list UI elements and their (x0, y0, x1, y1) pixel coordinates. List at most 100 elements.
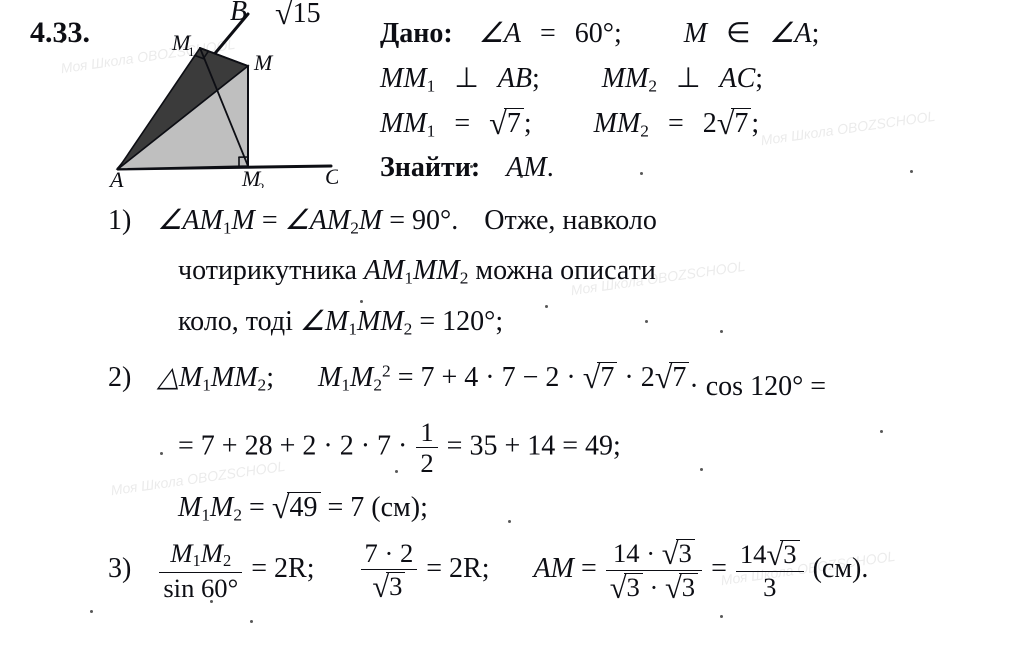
svg-text:C: C (325, 164, 338, 188)
s1-ang-b-m: M (359, 205, 382, 236)
angle-a-rhs: 60° (575, 18, 614, 49)
s2-line2b: = 35 + 14 = 49; (447, 430, 621, 461)
given-block: Дано: ∠A = 60°; M ∈ ∠A; MM1 ⊥ AB; MM2 ⊥ … (380, 12, 970, 191)
s1-ang-b-sub: 2 (350, 218, 359, 237)
mm1-lhs: MM (380, 108, 427, 139)
s3f1-num-sub2: 2 (223, 551, 231, 570)
s1-line2b: можна описати (475, 255, 655, 286)
s2-tri-sub2: 2 (258, 376, 267, 395)
s3-frac4: 14√3 3 (736, 540, 804, 601)
speck (700, 468, 703, 471)
angle-a-eq: = (540, 18, 556, 49)
s3-frac1: M1M2 sin 60° (159, 540, 242, 601)
speck (720, 330, 723, 333)
s1-ang-b: ∠AM (285, 205, 351, 236)
s2-lhs-b: M (350, 362, 373, 393)
s1-ang-a-sub: 1 (223, 218, 232, 237)
s2l3-eq: = (249, 492, 272, 523)
s3-frac2: 7 · 2 √3 (361, 540, 418, 601)
s2l3-rad: 49 (287, 492, 321, 522)
speck (520, 175, 523, 178)
s2-midmul: · 2 (624, 362, 654, 393)
s1-ang-a: ∠AM (157, 205, 223, 236)
speck (545, 305, 548, 308)
s1-line2a: чотирикутника (178, 255, 364, 286)
perp2-lhs: MM (602, 63, 649, 94)
label-dano: Дано: (380, 18, 453, 49)
svg-text:A: A (108, 167, 124, 188)
mm2-eq: = (668, 108, 684, 139)
s3-am: AM (534, 553, 574, 584)
given-line-1: Дано: ∠A = 60°; M ∈ ∠A; (380, 12, 970, 57)
mm2-sub: 2 (640, 121, 649, 140)
s2l3-tail: = 7 (см); (328, 492, 428, 523)
s3f1-num-b: M (201, 538, 223, 568)
s1-ang120-sub2: 2 (404, 319, 413, 338)
step2-line1: 2) △M1MM2; M1M22 = 7 + 4 · 7 − 2 · √7 · … (108, 353, 978, 412)
s1-line3a: коло, тоді (178, 306, 300, 337)
speck (210, 600, 213, 603)
step2-line3: M1M2 = √49 = 7 (см); (108, 483, 978, 533)
s2l3-b: M (210, 492, 233, 523)
speck (90, 610, 93, 613)
frac-half-den: 2 (416, 450, 437, 477)
s3f4-num-a: 14 (740, 539, 767, 569)
s2-tri-sub1: 1 (202, 376, 211, 395)
mm2-rad: 7 (731, 108, 751, 138)
s1-120: = 120°; (419, 306, 503, 337)
find-what: AM (506, 152, 546, 183)
s3f4-den: 3 (759, 574, 780, 601)
speck (645, 320, 648, 323)
perp2-rhs: AC (719, 63, 755, 94)
angle-a-lhs: ∠A (479, 18, 521, 49)
given-line-4: Знайти: AM. (380, 146, 970, 191)
s2-rad7a: 7 (597, 362, 617, 392)
s2l3-sub1: 1 (201, 505, 210, 524)
diagram: ACM1MM2 (108, 4, 338, 188)
perp1-rel: ⊥ (454, 63, 478, 94)
s2-lead: 2) (108, 362, 131, 393)
m-in-rel: ∈ (726, 18, 750, 49)
given-line-2: MM1 ⊥ AB; MM2 ⊥ AC; (380, 57, 970, 102)
s1-ang-a-m: M (232, 205, 255, 236)
mm2-lhs: MM (594, 108, 641, 139)
speck (60, 40, 63, 43)
s2-rhs1: = 7 + 4 · 7 − 2 · (398, 362, 583, 393)
s3-eq2r-b: = 2R; (426, 553, 489, 584)
s1-ang120-sub1: 1 (348, 319, 357, 338)
s1-quad-mid: MM (413, 255, 460, 286)
perp1-rhs: AB (498, 63, 532, 94)
speck (910, 170, 913, 173)
s3-tail: (см). (813, 553, 869, 584)
s2-lhs-a: M (318, 362, 341, 393)
frac-half-num: 1 (416, 419, 437, 446)
speck (395, 470, 398, 473)
speck (160, 452, 163, 455)
step1-line3: коло, тоді ∠M1MM2 = 120°; (108, 297, 978, 347)
s2l3-a: M (178, 492, 201, 523)
speck (300, 560, 303, 563)
speck (880, 430, 883, 433)
speck (640, 172, 643, 175)
s1-eq: = (262, 205, 285, 236)
label-find: Знайти: (380, 152, 480, 183)
s2-tri: △M (157, 362, 202, 393)
mm1-sub: 1 (427, 121, 436, 140)
step2-line2: = 7 + 28 + 2 · 2 · 7 · 1 2 = 35 + 14 = 4… (108, 419, 978, 477)
s2-lhs-sq: 2 (382, 362, 391, 381)
speck (470, 165, 473, 168)
s3f3-den-mul: · (643, 572, 665, 602)
s1-quad-sub2: 2 (460, 269, 469, 288)
step3-line1: 3) M1M2 sin 60° = 2R; 7 · 2 √3 = 2R; AM … (108, 539, 978, 602)
perp1-sub: 1 (427, 76, 436, 95)
m-in-rhs: ∠A (769, 18, 811, 49)
s1-ang120: ∠M (300, 306, 348, 337)
s3f1-num-a: M (170, 538, 192, 568)
s2-tri-mid: MM (211, 362, 258, 393)
s3f1-num-sub1: 1 (193, 551, 201, 570)
s1-quad-sub1: 1 (404, 269, 413, 288)
speck (250, 620, 253, 623)
m-in-lhs: M (684, 18, 707, 49)
problem-number: 4.33. (30, 16, 90, 50)
s3-lead: 3) (108, 553, 131, 584)
